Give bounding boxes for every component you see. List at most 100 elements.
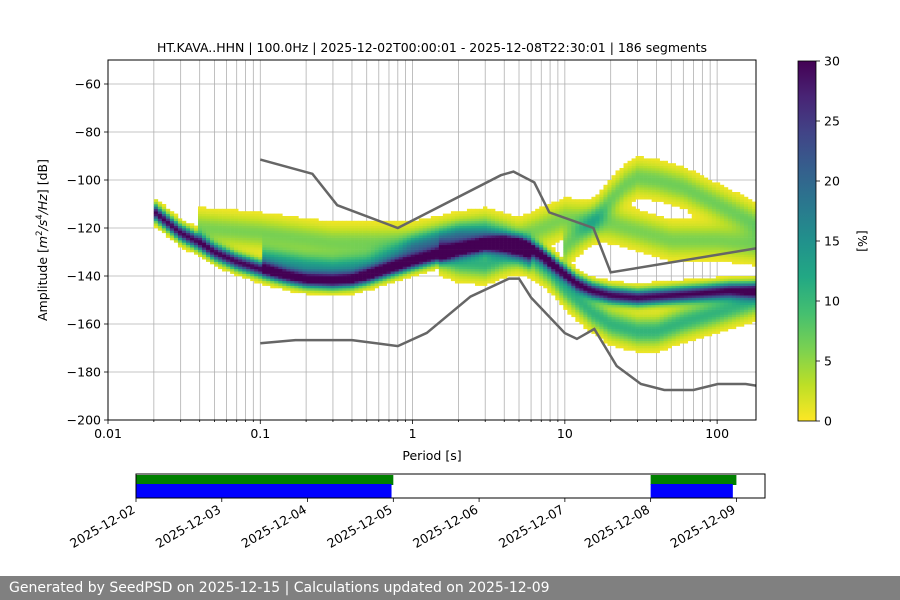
heatmap-cell xyxy=(647,331,652,334)
heatmap-cell xyxy=(587,324,592,327)
heatmap-cell xyxy=(378,228,383,231)
heatmap-cell xyxy=(290,261,295,265)
heatmap-cell xyxy=(310,240,315,243)
heatmap-cell xyxy=(579,237,584,241)
heatmap-cell xyxy=(639,321,644,325)
heatmap-cell xyxy=(322,290,327,294)
heatmap-cell xyxy=(462,280,468,284)
heatmap-cell xyxy=(603,204,608,207)
heatmap-cell xyxy=(627,285,632,289)
heatmap-cell xyxy=(306,261,311,265)
heatmap-cell xyxy=(350,249,355,253)
heatmap-cell xyxy=(695,244,701,248)
heatmap-cell xyxy=(547,278,552,282)
heatmap-cell xyxy=(366,230,371,234)
heatmap-cell xyxy=(487,273,492,277)
heatmap-cell xyxy=(691,211,697,214)
heatmap-cell xyxy=(635,158,640,162)
heatmap-cell xyxy=(591,242,596,246)
heatmap-cell xyxy=(655,232,660,236)
heatmap-cell xyxy=(350,256,355,260)
heatmap-cell xyxy=(695,228,701,231)
heatmap-cell xyxy=(338,264,343,267)
heatmap-cell xyxy=(587,280,592,284)
heatmap-cell xyxy=(491,271,496,274)
heatmap-cell xyxy=(671,324,677,327)
heatmap-cell xyxy=(655,177,660,181)
heatmap-cell xyxy=(691,237,697,241)
heatmap-cell xyxy=(406,266,412,270)
heatmap-cell xyxy=(579,247,584,250)
heatmap-cell xyxy=(310,225,315,229)
heatmap-cell xyxy=(346,230,351,234)
heatmap-cell xyxy=(527,276,532,279)
heatmap-cell xyxy=(270,230,275,234)
heatmap-cell xyxy=(711,290,717,294)
heatmap-cell xyxy=(607,288,612,291)
heatmap-cell xyxy=(687,249,693,253)
heatmap-cell xyxy=(161,216,167,219)
heatmap-cell xyxy=(659,192,664,195)
heatmap-cell xyxy=(458,235,464,238)
heatmap-cell xyxy=(599,333,604,337)
heatmap-cell xyxy=(254,266,259,270)
heatmap-cell xyxy=(206,218,211,222)
heatmap-cell xyxy=(491,228,496,231)
heatmap-cell xyxy=(222,254,227,258)
heatmap-cell xyxy=(342,235,347,238)
heatmap-cell xyxy=(639,307,644,310)
heatmap-cell xyxy=(338,242,343,246)
heatmap-cell xyxy=(326,283,331,286)
heatmap-cell xyxy=(302,240,307,243)
heatmap-cell xyxy=(398,232,404,236)
heatmap-cell xyxy=(306,230,311,234)
heatmap-cell xyxy=(314,218,319,222)
heatmap-cell xyxy=(302,244,307,248)
heatmap-cell xyxy=(635,309,640,313)
heatmap-cell xyxy=(334,228,339,231)
heatmap-cell xyxy=(627,204,632,207)
heatmap-cell xyxy=(462,237,468,241)
heatmap-cell xyxy=(627,331,632,334)
heatmap-cell xyxy=(615,182,620,186)
heatmap-cell xyxy=(346,252,351,255)
heatmap-cell xyxy=(627,336,632,339)
heatmap-cell xyxy=(290,220,295,224)
heatmap-cell xyxy=(575,254,580,258)
heatmap-cell xyxy=(671,184,677,188)
heatmap-cell xyxy=(483,220,488,224)
heatmap-cell xyxy=(422,264,428,267)
heatmap-cell xyxy=(398,256,404,260)
heatmap-cell xyxy=(511,273,516,277)
heatmap-cell xyxy=(310,278,315,282)
heatmap-cell xyxy=(306,244,311,248)
heatmap-cell xyxy=(338,228,343,231)
heatmap-cell xyxy=(438,273,444,277)
heatmap-cell xyxy=(161,223,167,226)
heatmap-cell xyxy=(511,254,516,258)
heatmap-cell xyxy=(707,290,713,294)
heatmap-cell xyxy=(559,259,564,262)
heatmap-cell xyxy=(619,338,624,342)
heatmap-cell xyxy=(703,295,709,298)
heatmap-cell xyxy=(571,216,576,219)
heatmap-cell xyxy=(607,319,612,322)
heatmap-cell xyxy=(595,280,600,284)
heatmap-cell xyxy=(274,283,279,286)
heatmap-cell xyxy=(298,256,303,260)
heatmap-cell xyxy=(675,326,681,330)
heatmap-cell xyxy=(659,316,664,320)
heatmap-cell xyxy=(551,232,556,236)
heatmap-cell xyxy=(422,256,428,260)
heatmap-cell xyxy=(587,292,592,296)
heatmap-cell xyxy=(258,225,263,229)
heatmap-cell xyxy=(370,259,375,262)
heatmap-cell xyxy=(695,302,701,306)
heatmap-cell xyxy=(202,218,207,222)
heatmap-cell xyxy=(655,280,660,284)
heatmap-cell xyxy=(591,300,596,303)
heatmap-cell xyxy=(587,295,592,298)
heatmap-cell xyxy=(571,204,576,207)
heatmap-cell xyxy=(374,225,379,229)
heatmap-cell xyxy=(354,247,359,250)
